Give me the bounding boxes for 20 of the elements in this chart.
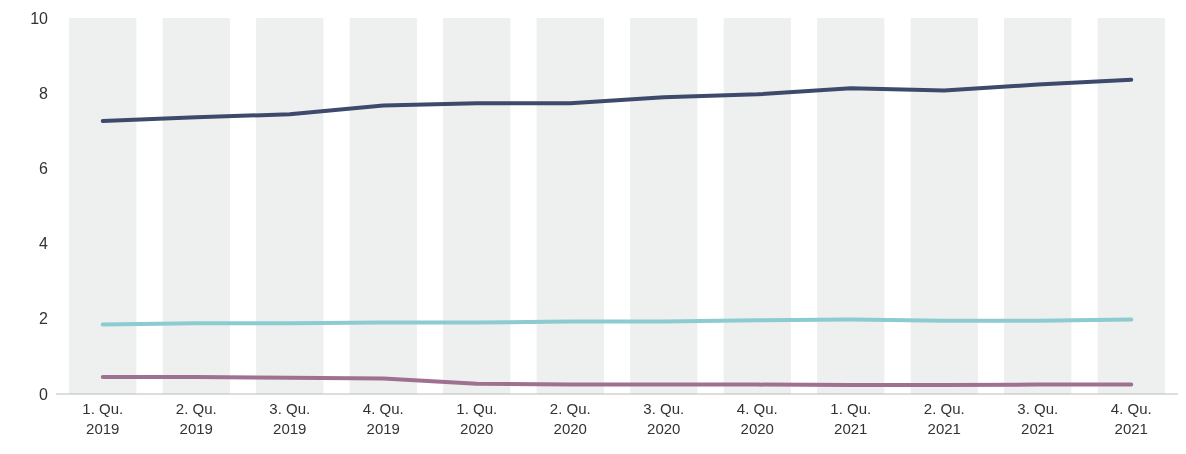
x-tick-label: 2. Qu. 2020: [549, 400, 591, 437]
y-tick-label: 0: [39, 385, 49, 403]
x-tick-label: 3. Qu. 2021: [1017, 400, 1059, 437]
x-tick-label: 1. Qu. 2019: [82, 400, 124, 437]
y-tick-label: 2: [39, 310, 49, 328]
x-tick-label: 3. Qu. 2020: [643, 400, 685, 437]
x-tick-label: 1. Qu. 2020: [456, 400, 498, 437]
x-tick-label: 2. Qu. 2021: [923, 400, 965, 437]
y-tick-label: 6: [39, 160, 49, 178]
y-tick-label: 4: [39, 235, 49, 253]
x-tick-label: 4. Qu. 2020: [736, 400, 778, 437]
x-tick-label: 3. Qu. 2019: [269, 400, 311, 437]
x-tick-label: 4. Qu. 2019: [362, 400, 404, 437]
x-tick-label: 1. Qu. 2021: [830, 400, 872, 437]
line-series: [100, 375, 1134, 387]
x-tick-label: 4. Qu. 2021: [1110, 400, 1152, 437]
y-tick-label: 10: [30, 9, 49, 27]
line-series: [100, 77, 1134, 124]
x-tick-label: 2. Qu. 2019: [175, 400, 217, 437]
y-tick-label: 8: [39, 84, 49, 102]
